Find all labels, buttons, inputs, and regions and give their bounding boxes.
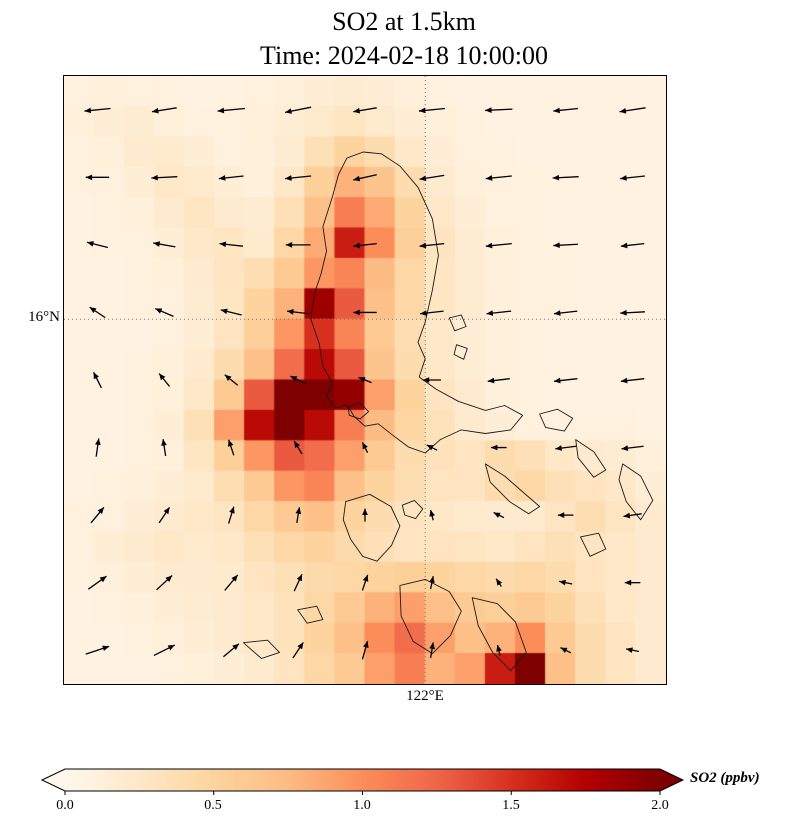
colorbar-gradient-svg bbox=[40, 768, 685, 795]
xtick-label-122e: 122°E bbox=[406, 688, 444, 704]
colorbar-tick-label: 1.5 bbox=[502, 798, 520, 813]
ytick-label-16n: 16°N bbox=[28, 309, 60, 325]
chart-title: SO2 at 1.5km bbox=[332, 7, 476, 36]
colorbar-tick-label: 2.0 bbox=[651, 798, 669, 813]
colorbar-tick-label: 0.5 bbox=[204, 798, 222, 813]
chart-subtitle: Time: 2024-02-18 10:00:00 bbox=[260, 41, 548, 70]
map-overlay-svg bbox=[64, 76, 666, 684]
map-panel bbox=[63, 75, 667, 685]
colorbar: 0.0 0.5 1.0 1.5 2.0 SO2 (ppbv) bbox=[0, 762, 808, 832]
colorbar-label: SO2 (ppbv) bbox=[690, 770, 760, 786]
colorbar-tick-label: 1.0 bbox=[353, 798, 371, 813]
colorbar-tick-label: 0.0 bbox=[56, 798, 74, 813]
